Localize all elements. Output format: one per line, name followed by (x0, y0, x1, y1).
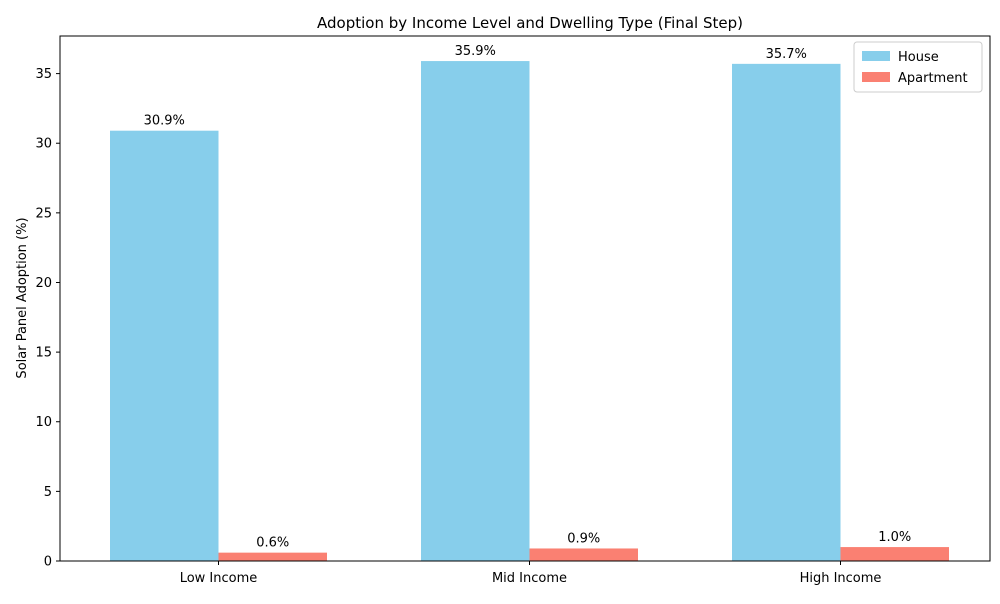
y-tick-label: 5 (44, 485, 52, 500)
y-tick-label: 30 (35, 137, 52, 152)
bar-value-label: 35.7% (766, 47, 807, 62)
y-tick-label: 0 (44, 555, 52, 570)
x-axis-ticks: Low Income Mid Income High Income (180, 561, 882, 586)
y-tick-label: 15 (35, 346, 52, 361)
bar-apartment-low-income (218, 552, 327, 561)
bar-apartment-high-income (840, 547, 949, 561)
bar-house-mid-income (421, 61, 530, 561)
legend: House Apartment (853, 41, 983, 93)
bars (110, 61, 949, 562)
bar-value-label: 1.0% (878, 530, 911, 545)
legend-swatch-house (862, 51, 890, 61)
bar-value-label: 35.9% (455, 44, 496, 59)
x-tick-label: Low Income (180, 571, 258, 586)
plot-frame (59, 35, 991, 562)
bar-house-low-income (110, 130, 219, 562)
bar-value-labels: 30.9% 0.6% 35.9% 0.9% 35.7% 1.0% (144, 44, 912, 551)
x-tick-label: Mid Income (492, 571, 567, 586)
legend-label-house: House (898, 50, 939, 65)
bar-apartment-mid-income (529, 548, 638, 561)
y-tick-label: 35 (35, 67, 52, 82)
bar-value-label: 0.6% (256, 536, 289, 551)
y-tick-label: 20 (35, 276, 52, 291)
y-tick-label: 25 (35, 206, 52, 221)
legend-swatch-apartment (862, 72, 890, 82)
y-axis-label: Solar Panel Adoption (%) (15, 217, 30, 378)
bar-value-label: 0.9% (567, 531, 600, 546)
y-axis-ticks: 0 5 10 15 20 25 30 35 (35, 67, 60, 570)
bar-house-high-income (732, 63, 841, 561)
y-tick-label: 10 (35, 415, 52, 430)
legend-label-apartment: Apartment (898, 71, 968, 86)
chart-title: Adoption by Income Level and Dwelling Ty… (317, 14, 743, 32)
bar-value-label: 30.9% (144, 114, 185, 129)
x-tick-label: High Income (800, 571, 882, 586)
